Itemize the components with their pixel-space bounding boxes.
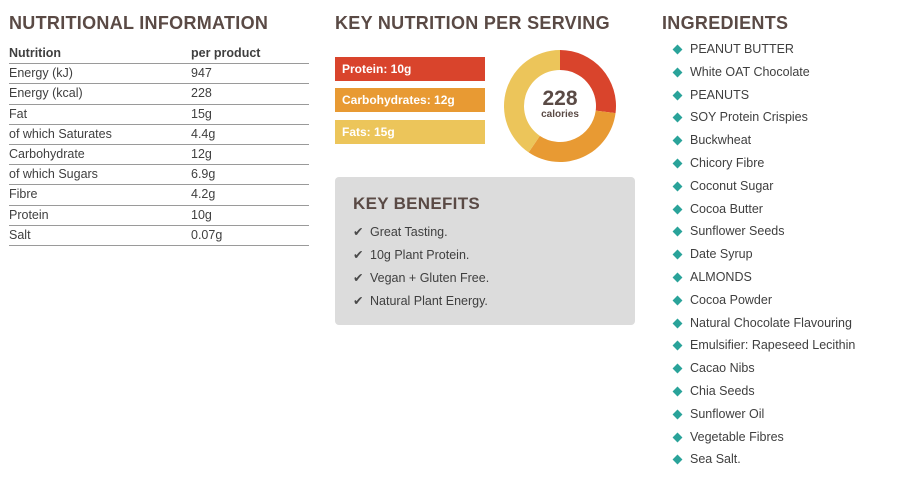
table-row: Energy (kJ) 947 bbox=[9, 64, 309, 85]
table-row: Energy (kcal) 228 bbox=[9, 84, 309, 105]
nutrient-name: Salt bbox=[9, 227, 31, 242]
ingredient-text: Cocoa Powder bbox=[690, 292, 772, 307]
ingredient-text: Sea Salt. bbox=[690, 452, 741, 467]
diamond-bullet-icon bbox=[672, 112, 683, 123]
ingredient-text: SOY Protein Crispies bbox=[690, 110, 808, 125]
nutrient-name: Protein bbox=[9, 207, 49, 222]
ingredients-title: INGREDIENTS bbox=[662, 13, 789, 33]
diamond-bullet-icon bbox=[672, 272, 683, 283]
checkmark-icon: ✔ bbox=[353, 248, 364, 262]
nutrient-name: Carbohydrate bbox=[9, 146, 85, 161]
diamond-bullet-icon bbox=[672, 363, 683, 374]
diamond-bullet-icon bbox=[672, 432, 683, 442]
diamond-bullet-icon bbox=[672, 204, 683, 215]
diamond-bullet-icon bbox=[672, 181, 683, 192]
table-row: Protein 10g bbox=[9, 206, 309, 226]
ingredient-text: Date Syrup bbox=[690, 247, 753, 262]
ingredient-text: Coconut Sugar bbox=[690, 178, 774, 193]
diamond-bullet-icon bbox=[672, 135, 683, 146]
nutrition-table-header: Nutrition per product bbox=[9, 44, 309, 65]
key-benefits-panel: KEY BENEFITS ✔ Great Tasting. ✔ 10g Plant … bbox=[335, 177, 635, 325]
donut-slice-protein bbox=[560, 50, 616, 114]
diamond-bullet-icon bbox=[672, 295, 683, 306]
nutrient-value: 6.9g bbox=[191, 167, 216, 182]
table-row: of which Saturates 4.4g bbox=[9, 125, 309, 145]
checkmark-icon: ✔ bbox=[353, 225, 364, 239]
calories-unit: calories bbox=[541, 109, 579, 120]
benefit-text: 10g Plant Protein. bbox=[370, 248, 470, 262]
nutrition-title: NUTRITIONAL INFORMATION bbox=[9, 13, 269, 33]
header-per-product: per product bbox=[191, 46, 261, 60]
checkmark-icon: ✔ bbox=[353, 294, 364, 308]
table-row: Carbohydrate 12g bbox=[9, 145, 309, 166]
ingredient-text: ALMONDS bbox=[690, 269, 752, 284]
donut-slice-carbohydrates bbox=[528, 110, 616, 162]
ingredient-text: Chicory Fibre bbox=[690, 155, 765, 170]
benefit-item: ✔ Natural Plant Energy. bbox=[353, 293, 488, 308]
benefit-item: ✔ Great Tasting. bbox=[353, 224, 448, 239]
diamond-bullet-icon bbox=[672, 67, 683, 78]
checkmark-icon: ✔ bbox=[353, 271, 364, 285]
ingredient-text: Buckwheat bbox=[690, 133, 752, 148]
nutrient-name: of which Sugars bbox=[9, 167, 98, 182]
carbohydrates-bar: Carbohydrates: 12g bbox=[335, 88, 485, 112]
diamond-bullet-icon bbox=[672, 454, 683, 465]
diamond-bullet-icon bbox=[672, 409, 683, 420]
benefit-item: ✔ Vegan + Gluten Free. bbox=[353, 270, 489, 285]
key-nutrition-title: KEY NUTRITION PER SERVING bbox=[335, 13, 610, 33]
benefit-text: Vegan + Gluten Free. bbox=[370, 271, 490, 285]
nutrient-name: Energy (kcal) bbox=[9, 86, 83, 101]
benefit-text: Great Tasting. bbox=[370, 225, 448, 239]
ingredient-text: PEANUT BUTTER bbox=[690, 42, 794, 56]
ingredient-text: Sunflower Oil bbox=[690, 406, 765, 421]
nutrient-value: 4.2g bbox=[191, 187, 216, 202]
header-nutrition: Nutrition bbox=[9, 46, 62, 60]
diamond-bullet-icon bbox=[672, 226, 683, 237]
nutrient-value: 10g bbox=[191, 207, 212, 222]
ingredient-text: Sunflower Seeds bbox=[690, 224, 785, 239]
ingredient-text: Chia Seeds bbox=[690, 383, 755, 398]
nutrient-value: 0.07g bbox=[191, 227, 223, 242]
ingredient-text: Vegetable Fibres bbox=[690, 429, 784, 444]
nutrient-name: of which Saturates bbox=[9, 126, 112, 141]
table-row: Fat 15g bbox=[9, 105, 309, 125]
ingredient-text: Natural Chocolate Flavouring bbox=[690, 315, 852, 330]
diamond-bullet-icon bbox=[672, 386, 683, 397]
diamond-bullet-icon bbox=[672, 249, 683, 260]
nutrient-name: Fat bbox=[9, 106, 28, 121]
nutrient-value: 4.4g bbox=[191, 126, 216, 141]
key-benefits-title: KEY BENEFITS bbox=[353, 194, 481, 213]
ingredient-text: Emulsifier: Rapeseed Lecithin bbox=[690, 338, 856, 353]
nutrient-value: 15g bbox=[191, 106, 212, 121]
donut-slice-fats bbox=[504, 50, 560, 153]
ingredient-text: White OAT Chocolate bbox=[690, 64, 810, 79]
nutrient-name: Fibre bbox=[9, 187, 38, 202]
ingredient-text: PEANUTS bbox=[690, 87, 750, 102]
nutrient-name: Energy (kJ) bbox=[9, 66, 73, 81]
calories-donut-chart: 228 calories bbox=[504, 50, 616, 162]
diamond-bullet-icon bbox=[672, 318, 683, 329]
nutrient-value: 228 bbox=[191, 86, 212, 101]
calories-value: 228 bbox=[542, 87, 577, 110]
diamond-bullet-icon bbox=[672, 158, 683, 169]
ingredient-text: Cacao Nibs bbox=[690, 361, 755, 376]
nutrition-table: Nutrition per product Energy (kJ) 947 En… bbox=[9, 44, 309, 246]
benefit-text: Natural Plant Energy. bbox=[370, 294, 488, 308]
table-row: Fibre 4.2g bbox=[9, 185, 309, 206]
ingredient-text: Cocoa Butter bbox=[690, 201, 763, 216]
benefit-item: ✔ 10g Plant Protein. bbox=[353, 247, 469, 262]
diamond-bullet-icon bbox=[672, 44, 683, 55]
table-row: of which Sugars 6.9g bbox=[9, 165, 309, 186]
diamond-bullet-icon bbox=[672, 90, 683, 101]
diamond-bullet-icon bbox=[672, 340, 683, 351]
protein-bar: Protein: 10g bbox=[335, 57, 485, 81]
nutrient-value: 947 bbox=[191, 66, 212, 81]
table-row: Salt 0.07g bbox=[9, 226, 309, 246]
nutrient-value: 12g bbox=[191, 146, 212, 161]
fats-bar: Fats: 15g bbox=[335, 120, 485, 144]
